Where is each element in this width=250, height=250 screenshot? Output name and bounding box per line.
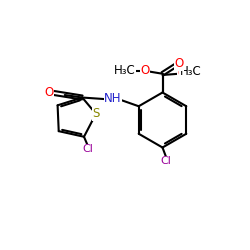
Text: Cl: Cl bbox=[161, 156, 172, 166]
Text: S: S bbox=[92, 107, 100, 120]
Text: O: O bbox=[177, 67, 186, 80]
Text: O: O bbox=[140, 64, 150, 76]
Text: O: O bbox=[174, 57, 184, 70]
Text: NH: NH bbox=[104, 92, 122, 105]
Text: O: O bbox=[44, 86, 53, 99]
Text: H₃C: H₃C bbox=[180, 65, 201, 78]
Text: H₃C: H₃C bbox=[114, 64, 136, 76]
Text: Cl: Cl bbox=[82, 144, 93, 154]
